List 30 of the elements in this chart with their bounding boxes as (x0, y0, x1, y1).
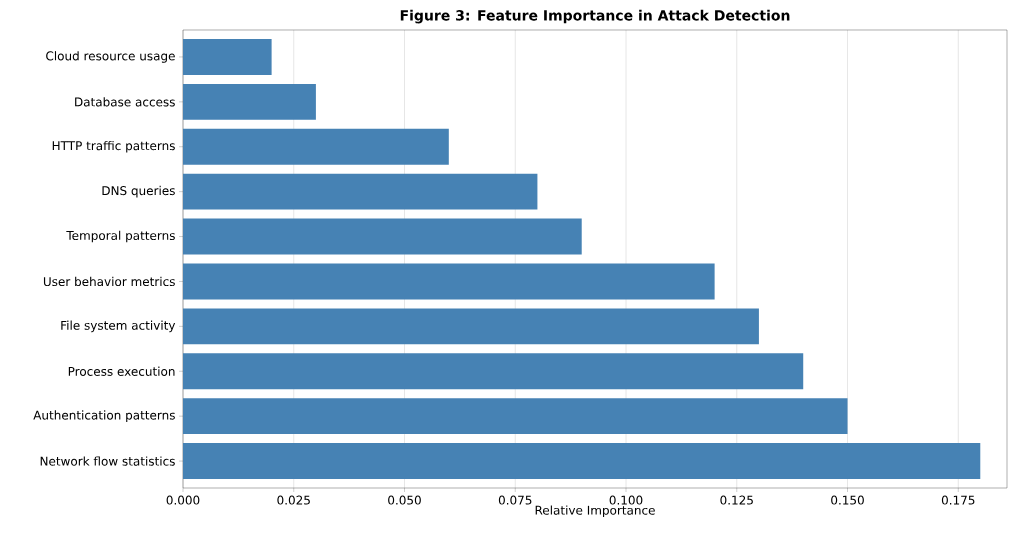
y-tick-label: Database access (75, 97, 175, 107)
x-tick-label: 0.050 (388, 495, 421, 505)
bar (183, 398, 848, 435)
y-tick-label: DNS queries (102, 185, 175, 198)
bar (183, 308, 759, 345)
x-tick-label: 0.100 (609, 495, 643, 505)
y-tick-label: Cloud resource usage (46, 51, 175, 63)
bar (183, 218, 582, 255)
bar (183, 128, 449, 165)
bar (183, 173, 538, 210)
x-tick-label: 0.125 (720, 495, 753, 505)
bar (183, 83, 316, 120)
bar (183, 263, 715, 300)
bar (183, 38, 272, 75)
x-tick-label: 0.150 (831, 495, 864, 505)
x-tick-label: 0.025 (277, 495, 310, 505)
chart-title: Figure 3: Feature Importance in Attack Detection (400, 9, 790, 24)
x-axis-title: Relative Importance (535, 505, 655, 518)
y-tick-label: User behavior metrics (43, 276, 175, 287)
y-tick-label: File system activity (61, 320, 176, 333)
y-tick-label: Network flow statistics (40, 456, 175, 466)
y-tick-label: Temporal patterns (66, 230, 175, 243)
bar (183, 353, 804, 390)
y-tick-label: HTTP traffic patterns (52, 140, 175, 153)
x-tick-label: 0.000 (166, 495, 200, 505)
x-tick-label: 0.175 (941, 495, 975, 505)
x-tick-label: 0.075 (498, 495, 532, 505)
y-tick-label: Authentication patterns (33, 410, 175, 422)
y-tick-label: Process execution (68, 366, 175, 376)
bar (183, 443, 981, 480)
